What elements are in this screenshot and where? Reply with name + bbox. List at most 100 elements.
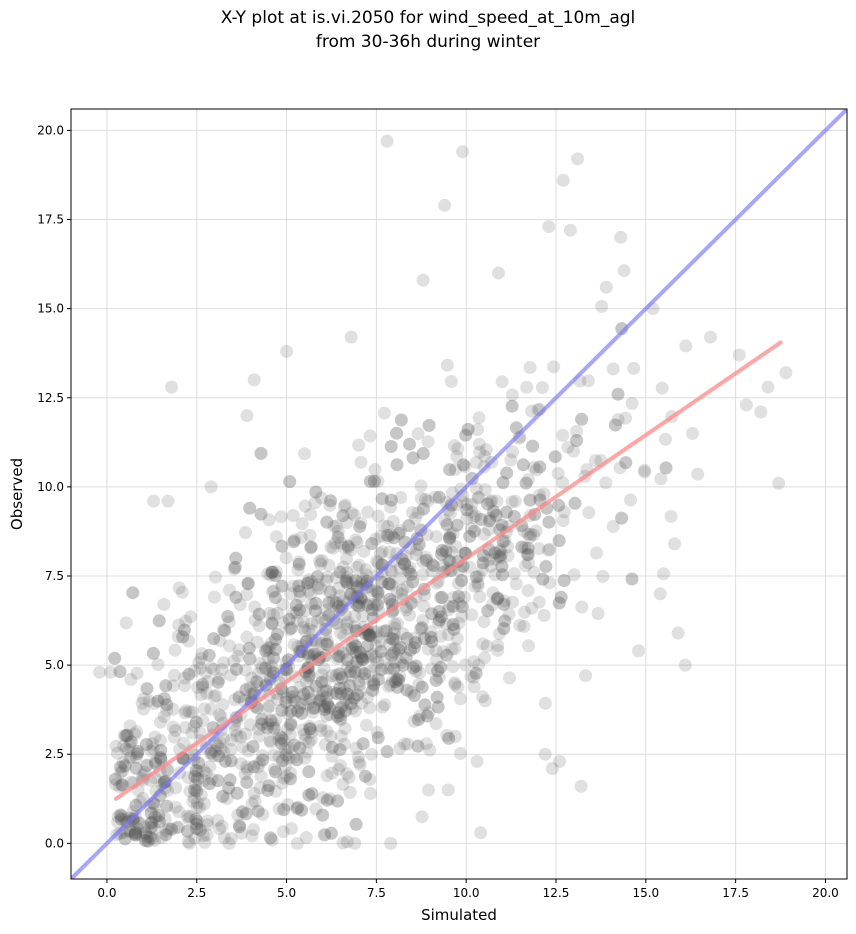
data-point	[396, 658, 410, 672]
data-point	[114, 760, 128, 774]
data-point	[411, 713, 425, 727]
data-point	[247, 687, 261, 701]
data-point	[625, 572, 639, 586]
data-point	[330, 710, 344, 724]
data-point	[292, 557, 306, 571]
data-point	[439, 544, 453, 558]
data-point	[552, 534, 566, 548]
data-point	[575, 412, 589, 426]
data-point	[446, 590, 460, 604]
data-point	[429, 673, 443, 687]
data-point	[250, 675, 264, 689]
data-point	[322, 596, 336, 610]
data-point	[274, 737, 288, 751]
data-point	[323, 585, 337, 599]
data-point	[139, 826, 152, 840]
data-point	[350, 655, 364, 669]
data-point	[340, 516, 354, 529]
data-point	[407, 641, 421, 655]
data-point	[516, 458, 530, 472]
data-point	[169, 800, 183, 814]
data-point	[383, 545, 396, 559]
data-point	[177, 623, 191, 637]
data-point	[552, 534, 566, 548]
data-point	[323, 701, 337, 715]
data-point	[568, 496, 582, 510]
data-point	[114, 812, 128, 826]
data-point	[385, 565, 399, 579]
data-point	[386, 514, 400, 528]
data-point	[238, 767, 252, 781]
data-point	[391, 680, 404, 694]
data-point	[181, 771, 195, 785]
data-point	[255, 712, 269, 726]
data-point	[303, 722, 317, 736]
data-point	[554, 590, 568, 604]
data-point	[377, 519, 391, 533]
data-point	[429, 644, 443, 658]
data-point	[276, 597, 290, 611]
chart-title: X-Y plot at is.vi.2050 for wind_speed_at…	[220, 8, 636, 28]
data-point	[138, 820, 152, 834]
data-point	[545, 762, 559, 775]
data-point	[122, 744, 136, 758]
data-point	[304, 541, 318, 555]
data-point	[204, 702, 218, 716]
data-point	[178, 671, 192, 685]
data-point	[495, 375, 509, 389]
data-point	[153, 733, 167, 747]
data-point	[463, 560, 477, 574]
data-point	[325, 669, 339, 683]
data-point	[189, 715, 203, 729]
data-point	[275, 579, 289, 593]
data-point	[267, 584, 281, 598]
data-point	[188, 783, 202, 797]
data-point	[308, 633, 322, 647]
data-point	[146, 646, 160, 660]
data-point	[536, 572, 550, 586]
data-point	[483, 514, 497, 528]
data-point	[505, 495, 519, 509]
data-point	[286, 509, 300, 522]
data-point	[145, 816, 159, 830]
data-point	[204, 480, 218, 494]
data-point	[345, 576, 359, 590]
data-point	[230, 786, 244, 800]
data-point	[269, 632, 283, 646]
data-point	[253, 781, 267, 795]
data-point	[220, 791, 234, 805]
data-point	[157, 710, 171, 724]
data-point	[186, 705, 199, 719]
data-point	[446, 527, 460, 540]
data-point	[293, 680, 307, 694]
data-point	[140, 758, 154, 772]
data-point	[498, 534, 512, 548]
data-point	[408, 631, 422, 645]
y-tick-label: 5.0	[45, 658, 64, 672]
data-point	[370, 630, 384, 644]
data-point	[435, 547, 448, 561]
data-point	[194, 651, 208, 665]
data-point	[415, 680, 429, 694]
data-point	[403, 437, 416, 451]
data-point	[304, 540, 318, 553]
data-point	[277, 733, 291, 747]
data-point	[398, 557, 411, 571]
data-point	[322, 596, 336, 610]
data-point	[552, 596, 566, 610]
data-point	[189, 812, 203, 826]
data-point	[619, 411, 633, 425]
data-point	[144, 821, 158, 835]
data-point	[619, 456, 633, 470]
data-point	[320, 697, 334, 711]
data-point	[280, 344, 294, 358]
data-point	[391, 680, 404, 694]
data-point	[465, 497, 479, 511]
data-point	[320, 515, 334, 529]
data-point	[116, 764, 129, 778]
data-point	[513, 430, 527, 444]
data-point	[293, 701, 307, 715]
data-point	[406, 661, 420, 675]
data-point	[405, 506, 419, 519]
data-point	[415, 680, 429, 694]
